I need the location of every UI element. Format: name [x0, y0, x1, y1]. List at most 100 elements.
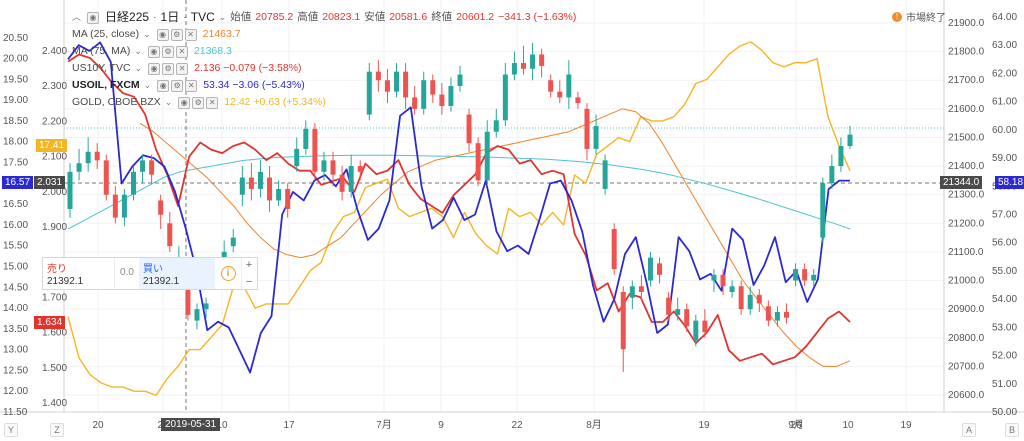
collapse-icon[interactable]: ︿: [72, 12, 82, 22]
gold-axis-label: 17.50: [3, 158, 28, 169]
candle-body: [539, 54, 545, 66]
candle-body: [784, 312, 790, 318]
us10y-axis-label: 2.100: [42, 152, 67, 163]
study-chevron-icon[interactable]: ⌄: [143, 80, 152, 90]
study-chevron-icon[interactable]: ⌄: [134, 46, 142, 56]
close-icon[interactable]: ✕: [175, 45, 188, 58]
candle: [475, 137, 481, 187]
study-name[interactable]: US10Y, TVC: [72, 62, 131, 74]
sell-button[interactable]: 売り 21392.1: [43, 258, 115, 289]
oil-axis-label: 56.00: [992, 238, 1017, 249]
study-value: 53.34 −3.06 (−5.43%): [203, 79, 305, 91]
oil-axis-label: 60.00: [992, 125, 1017, 136]
candle: [774, 306, 780, 327]
study-name[interactable]: MA (25, close): [72, 28, 140, 40]
gold-price-tag: 17.41: [36, 139, 68, 152]
buy-button[interactable]: 買い 21392.1: [139, 258, 215, 289]
ma75-line: [67, 154, 851, 230]
axis-b-toggle[interactable]: B: [1005, 423, 1019, 437]
candle: [493, 108, 499, 138]
price-axis-label: 21300.0: [948, 190, 985, 201]
minus-icon[interactable]: −: [245, 276, 253, 288]
study-chevron-icon[interactable]: ⌄: [164, 97, 173, 107]
candle-body: [94, 151, 100, 161]
eye-icon[interactable]: ◉: [156, 28, 169, 41]
close-icon[interactable]: ✕: [184, 28, 197, 41]
gold-axis-label: 18.00: [3, 137, 28, 148]
study-value: 2.136 −0.079 (−3.58%): [194, 62, 302, 74]
candle: [339, 166, 345, 201]
candle: [756, 289, 762, 313]
settings-icon[interactable]: ⚙: [171, 79, 184, 92]
close-icon[interactable]: ✕: [206, 96, 219, 109]
eye-icon[interactable]: ◉: [148, 62, 161, 75]
axis-z-toggle[interactable]: Z: [50, 423, 64, 437]
quantity-stepper[interactable]: + −: [241, 258, 256, 289]
axis-y-toggle[interactable]: Y: [4, 423, 18, 437]
eye-icon[interactable]: ◉: [87, 11, 100, 24]
settings-icon[interactable]: ⚙: [170, 28, 183, 41]
price-axis-label: 20800.0: [948, 333, 985, 344]
candle: [403, 63, 409, 109]
eye-icon[interactable]: ◉: [178, 96, 191, 109]
close-value: 20601.2: [456, 11, 495, 23]
candle: [149, 154, 155, 184]
legend-study-row[interactable]: MA (75, MA) ⌄ ◉ ⚙ ✕ 21368.3: [72, 43, 576, 60]
study-name[interactable]: GOLD, CBOE BZX: [72, 96, 161, 108]
oil-axis-label: 63.00: [992, 40, 1017, 51]
time-axis-label: 9: [438, 420, 444, 431]
gold-axis-label: 19.50: [3, 74, 28, 85]
candle-body: [194, 309, 200, 321]
candle-body: [239, 177, 245, 195]
candle-body: [330, 160, 336, 175]
candle-body: [502, 74, 508, 121]
us10y-axis-label: 1.900: [42, 222, 67, 233]
chart-legend: ︿ ◉ 日経225 · 1日 · TVC ⌄ 始値 20785.2 高値 20823…: [72, 9, 576, 111]
candle-body: [403, 71, 409, 98]
market-status[interactable]: ! 市場終了: [892, 9, 946, 24]
study-name[interactable]: MA (75, MA): [72, 45, 131, 57]
axis-a-toggle[interactable]: A: [962, 423, 976, 437]
candle-body: [765, 306, 771, 321]
oil-right-price-tag: 58.18: [995, 176, 1024, 189]
eye-icon[interactable]: ◉: [157, 79, 170, 92]
oil-axis-label: 64.00: [992, 12, 1017, 23]
candle-body: [738, 286, 744, 310]
candle-body: [793, 269, 799, 281]
gold-axis-label: 13.50: [3, 324, 28, 335]
time-axis-label: 10: [842, 420, 854, 431]
settings-icon[interactable]: ⚙: [161, 45, 174, 58]
symbol-name[interactable]: 日経225: [105, 10, 150, 24]
candle: [439, 83, 445, 115]
candle-body: [684, 309, 690, 327]
legend-study-row[interactable]: GOLD, CBOE BZX ⌄ ◉ ⚙ ✕ 12.42 +0.63 (+5.34%…: [72, 94, 576, 111]
symbol-interval[interactable]: 1日: [160, 10, 180, 24]
study-chevron-icon[interactable]: ⌄: [143, 29, 151, 39]
candle-body: [294, 148, 300, 167]
eye-icon[interactable]: ◉: [147, 45, 160, 58]
study-name[interactable]: USOIL, FXCM: [72, 79, 140, 91]
candle-body: [448, 85, 454, 106]
info-button[interactable]: i: [215, 258, 241, 289]
candlesticks: [67, 43, 853, 373]
settings-icon[interactable]: ⚙: [162, 62, 175, 75]
plus-icon[interactable]: +: [245, 259, 253, 271]
candle-body: [811, 274, 817, 281]
time-axis-label: 10: [216, 420, 228, 431]
candle: [820, 177, 826, 244]
close-icon[interactable]: ✕: [185, 79, 198, 92]
legend-study-row[interactable]: MA (25, close) ⌄ ◉ ⚙ ✕ 21463.7: [72, 26, 576, 43]
study-value: 12.42 +0.63 (+5.34%): [224, 96, 326, 108]
study-controls: ◉ ⚙ ✕: [148, 62, 189, 75]
study-chevron-icon[interactable]: ⌄: [134, 63, 143, 73]
candle-body: [267, 177, 273, 201]
legend-study-row[interactable]: US10Y, TVC ⌄ ◉ ⚙ ✕ 2.136 −0.079 (−3.58%): [72, 60, 576, 77]
settings-icon[interactable]: ⚙: [192, 96, 205, 109]
source-chevron-icon[interactable]: ⌄: [218, 12, 227, 22]
close-icon[interactable]: ✕: [176, 62, 189, 75]
legend-study-row[interactable]: USOIL, FXCM ⌄ ◉ ⚙ ✕ 53.34 −3.06 (−5.43%): [72, 77, 576, 94]
candle: [502, 63, 508, 127]
candle: [720, 269, 726, 295]
